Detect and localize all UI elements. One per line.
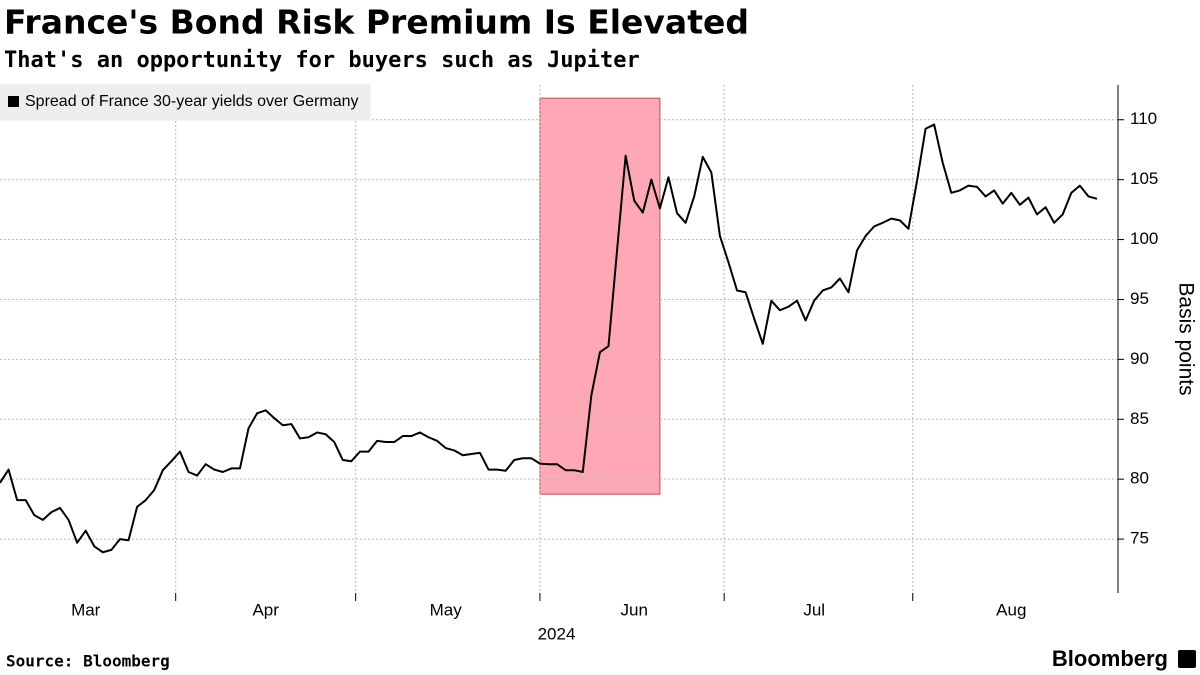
series-line — [0, 123, 1098, 554]
legend-label: Spread of France 30-year yields over Ger… — [25, 93, 358, 110]
y-tick-label: 100 — [1130, 229, 1158, 248]
y-tick-label: 105 — [1130, 169, 1158, 188]
x-tick-label: Mar — [71, 600, 101, 619]
y-tick-label: 85 — [1130, 409, 1149, 428]
chart-subtitle: That's an opportunity for buyers such as… — [4, 48, 640, 73]
source: Source: Bloomberg — [6, 652, 170, 671]
logo: Bloomberg — [1052, 646, 1168, 671]
x-tick-label: Jul — [803, 600, 825, 619]
y-tick-label: 110 — [1130, 109, 1157, 128]
legend-swatch — [8, 96, 19, 107]
y-tick-label: 75 — [1130, 529, 1149, 548]
x-tick-label: Aug — [996, 600, 1026, 619]
y-tick-label: 95 — [1130, 289, 1149, 308]
x-tick-label: May — [430, 600, 463, 619]
x-tick-label: Apr — [252, 600, 279, 619]
x-tick-label: Jun — [620, 600, 647, 619]
x-axis-label: 2024 — [538, 624, 576, 643]
highlight-band — [539, 97, 661, 495]
logo-icon — [1178, 650, 1196, 668]
legend-box — [0, 84, 371, 120]
y-tick-label: 90 — [1130, 349, 1149, 368]
chart-title: France's Bond Risk Premium Is Elevated — [4, 3, 749, 42]
y-tick-label: 80 — [1130, 469, 1149, 488]
y-axis-label: Basis points — [1174, 282, 1197, 395]
